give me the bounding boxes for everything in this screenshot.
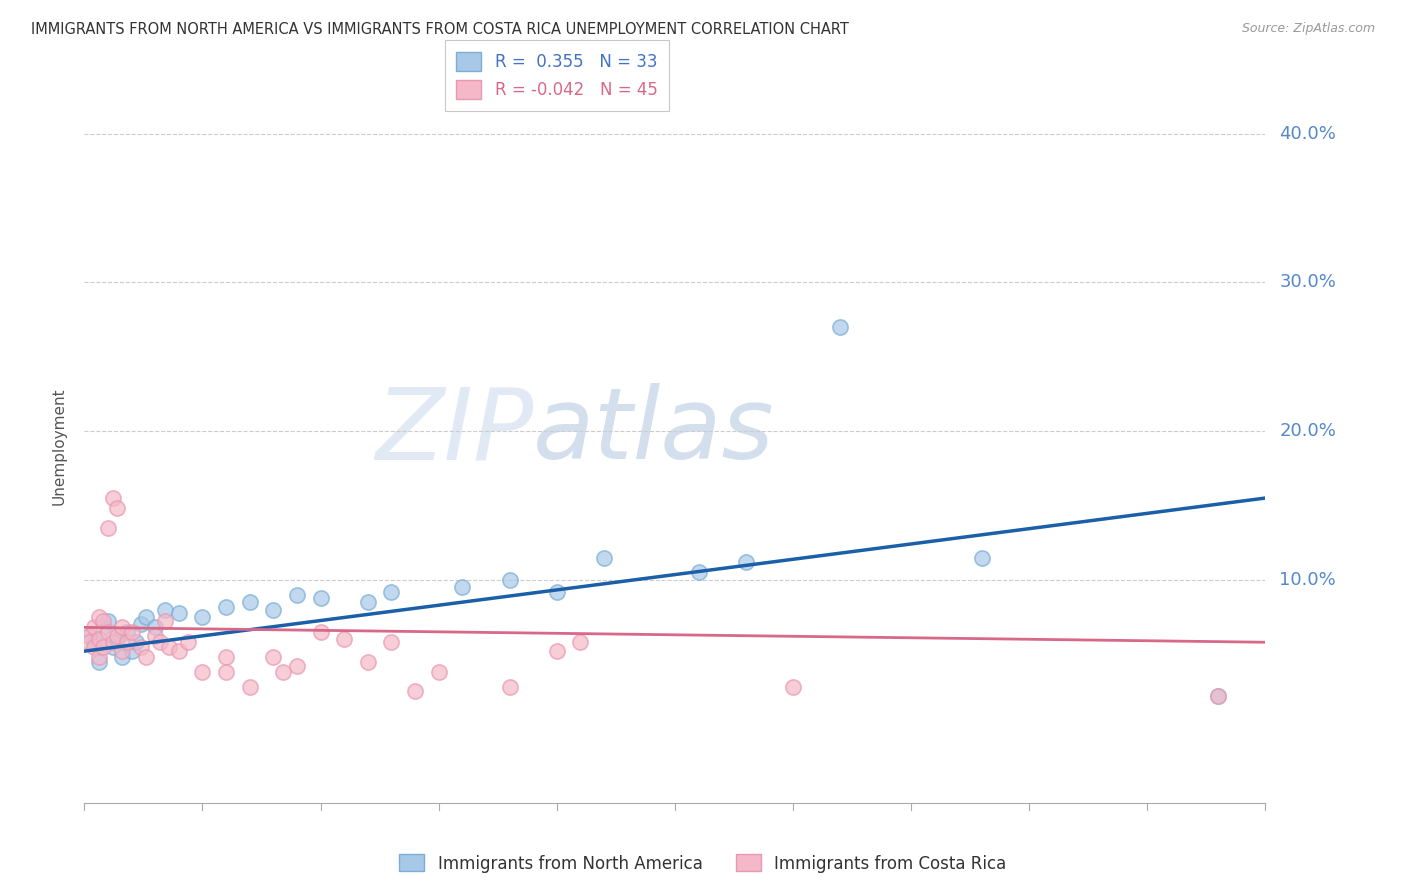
Point [285, 588, 308, 602]
Point [135, 610, 157, 624]
Point [191, 610, 214, 624]
Point [380, 635, 402, 649]
Point [215, 599, 238, 614]
Point [357, 655, 380, 669]
Point [333, 632, 356, 647]
Point [91, 620, 114, 634]
Text: 20.0%: 20.0% [1279, 422, 1336, 440]
Text: 40.0%: 40.0% [1279, 125, 1336, 143]
Point [87, 610, 110, 624]
Point [97, 521, 120, 535]
Point [153, 602, 176, 616]
Point [149, 635, 172, 649]
Point [498, 680, 520, 694]
Point [111, 650, 134, 665]
Point [546, 644, 568, 658]
Point [239, 680, 262, 694]
Point [107, 501, 129, 516]
Text: Source: ZipAtlas.com: Source: ZipAtlas.com [1241, 22, 1375, 36]
Point [77, 629, 100, 643]
Point [593, 550, 616, 565]
Point [153, 615, 176, 629]
Y-axis label: Unemployment: Unemployment [51, 387, 66, 505]
Point [569, 635, 592, 649]
Point [77, 629, 100, 643]
Point [782, 680, 804, 694]
Point [309, 624, 332, 639]
Point [167, 644, 190, 658]
Point [77, 635, 100, 649]
Point [157, 640, 180, 654]
Point [404, 684, 426, 698]
Point [129, 640, 152, 654]
Point [115, 635, 138, 649]
Point [87, 650, 110, 665]
Point [115, 624, 138, 639]
Point [107, 629, 129, 643]
Point [111, 620, 134, 634]
Point [546, 584, 568, 599]
Point [498, 573, 520, 587]
Point [167, 606, 190, 620]
Point [87, 632, 110, 647]
Point [135, 650, 157, 665]
Point [357, 595, 380, 609]
Point [121, 644, 143, 658]
Point [215, 650, 238, 665]
Text: atlas: atlas [533, 384, 775, 480]
Point [271, 665, 294, 679]
Point [262, 650, 284, 665]
Point [97, 615, 120, 629]
Point [380, 584, 402, 599]
Point [87, 655, 110, 669]
Point [830, 320, 852, 334]
Point [143, 620, 166, 634]
Point [309, 591, 332, 605]
Point [101, 491, 124, 505]
Legend: R =  0.355   N = 33, R = -0.042   N = 45: R = 0.355 N = 33, R = -0.042 N = 45 [444, 40, 669, 111]
Point [129, 617, 152, 632]
Text: IMMIGRANTS FROM NORTH AMERICA VS IMMIGRANTS FROM COSTA RICA UNEMPLOYMENT CORRELA: IMMIGRANTS FROM NORTH AMERICA VS IMMIGRA… [31, 22, 849, 37]
Point [262, 602, 284, 616]
Point [83, 635, 105, 649]
Text: 30.0%: 30.0% [1279, 274, 1336, 292]
Text: 10.0%: 10.0% [1279, 571, 1336, 589]
Point [688, 566, 710, 580]
Point [1206, 689, 1229, 703]
Point [121, 624, 143, 639]
Point [83, 640, 105, 654]
Point [285, 659, 308, 673]
Point [97, 624, 120, 639]
Point [451, 580, 474, 594]
Point [101, 635, 124, 649]
Point [427, 665, 450, 679]
Point [83, 620, 105, 634]
Point [91, 640, 114, 654]
Point [101, 640, 124, 654]
Text: ZIP: ZIP [375, 384, 533, 480]
Point [239, 595, 262, 609]
Point [734, 555, 756, 569]
Point [970, 550, 993, 565]
Legend: Immigrants from North America, Immigrants from Costa Rica: Immigrants from North America, Immigrant… [392, 847, 1014, 880]
Point [177, 635, 200, 649]
Point [91, 615, 114, 629]
Point [111, 644, 134, 658]
Point [107, 632, 129, 647]
Point [143, 629, 166, 643]
Point [215, 665, 238, 679]
Point [191, 665, 214, 679]
Point [125, 635, 148, 649]
Point [1206, 689, 1229, 703]
